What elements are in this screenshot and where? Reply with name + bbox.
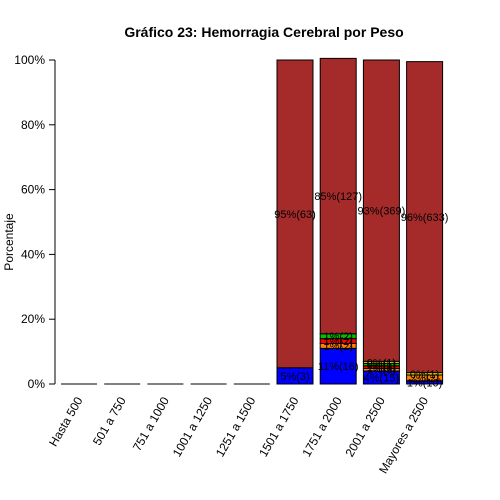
bars — [61, 57, 444, 385]
data-labels: 5%(3) 95%(63) 11%(16) 1%(2)1%(2)1%(2) 85%(12… — [274, 191, 448, 389]
data-label: 93%(369) — [358, 206, 406, 218]
x-tick-label: 1251 a 1500 — [213, 394, 259, 459]
y-tick-label: 40% — [21, 247, 45, 261]
x-tick-label: 1501 a 1750 — [256, 394, 302, 459]
data-label: 1%(10) — [407, 377, 442, 389]
data-label: 0%(1) — [410, 369, 439, 381]
y-tick-label: 0% — [28, 377, 46, 391]
x-tick-label: Hasta 500 — [46, 394, 86, 449]
data-label: 5%(3) — [280, 371, 309, 383]
y-tick-label: 100% — [14, 53, 45, 67]
data-label: 2%(2) — [410, 373, 439, 385]
data-label: 96%(633) — [401, 212, 449, 224]
y-tick-label: 60% — [21, 183, 45, 197]
x-tick-label: 751 a 1000 — [130, 394, 172, 453]
bar-segment — [319, 57, 357, 335]
bar-segment — [406, 61, 444, 374]
x-tick-label: 1751 a 2000 — [299, 394, 345, 459]
y-axis: 0% 20% 40% 60% 80% 100% — [14, 53, 56, 391]
data-label: 1%(2) — [324, 341, 353, 353]
bar-segment — [276, 59, 314, 369]
data-label: 85%(127) — [314, 191, 362, 203]
data-label: 0%(1) — [367, 357, 396, 369]
x-tick-label: 2001 a 2500 — [343, 394, 389, 459]
data-label: 0%(1) — [367, 360, 396, 372]
y-tick-label: 20% — [21, 312, 45, 326]
x-tick-label: 501 a 750 — [90, 394, 129, 448]
y-tick-label: 80% — [21, 118, 45, 132]
data-label: 1%(3) — [367, 365, 396, 377]
data-label: 1%(2) — [324, 331, 353, 343]
x-tick-label: 1001 a 1250 — [170, 394, 216, 459]
data-label: 95%(63) — [274, 209, 316, 221]
chart-title: Gráfico 23: Hemorragia Cerebral por Peso — [124, 24, 403, 40]
y-axis-label: Porcentaje — [2, 213, 16, 271]
data-label: 1%(2) — [324, 336, 353, 348]
bar-segment — [362, 59, 400, 362]
data-label: 11%(16) — [318, 361, 359, 373]
data-label: 4%(15) — [364, 373, 399, 385]
data-label: 1%(3) — [367, 362, 396, 374]
